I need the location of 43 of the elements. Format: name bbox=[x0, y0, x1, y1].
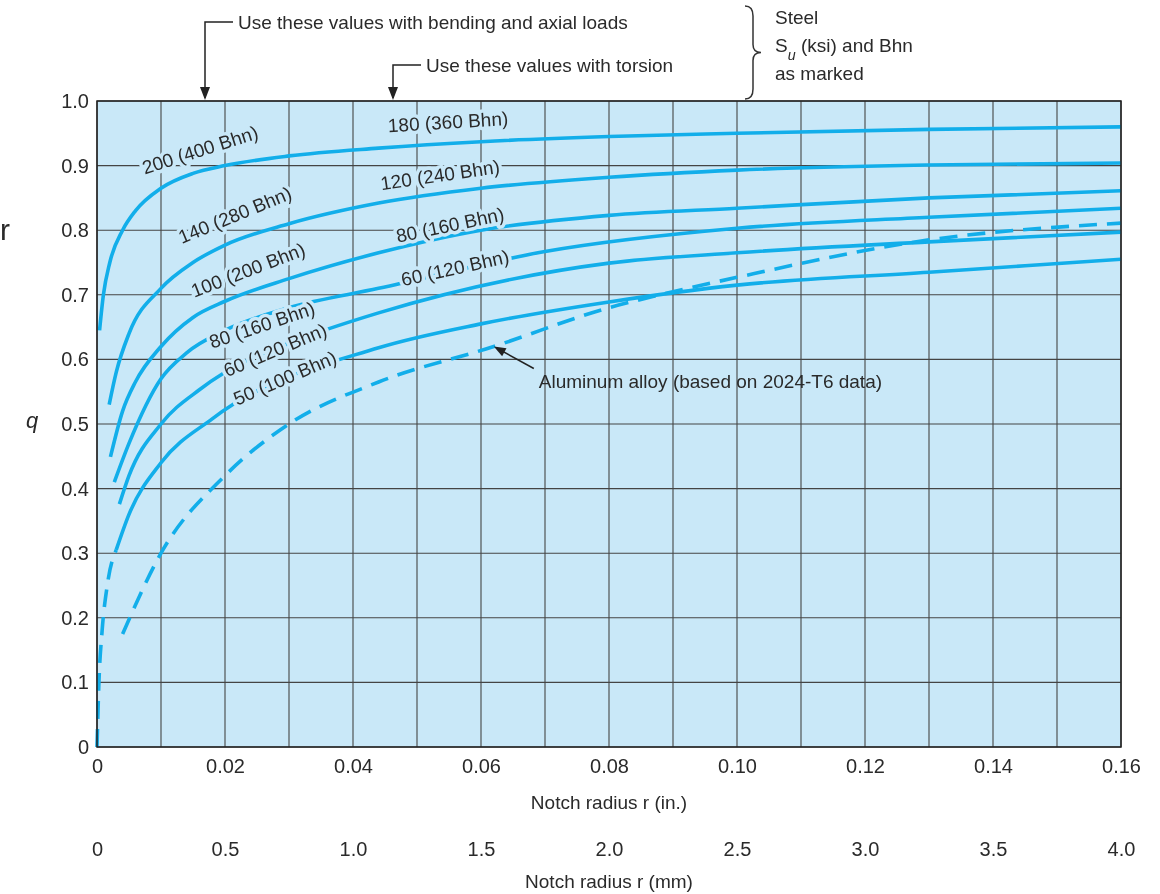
x-tick-label: 0 bbox=[91, 755, 104, 778]
x2-tick-label: 3.5 bbox=[979, 838, 1008, 861]
x-axis-title: Notch radius r (in.) bbox=[530, 792, 688, 813]
text: Steel S$_{u}$ (ksi) and Bhn as marked bbox=[775, 7, 913, 84]
y-tick-label: 0.3 bbox=[61, 542, 89, 565]
y-tick-label: 0.8 bbox=[61, 219, 89, 242]
text: Use these values with torsion bbox=[426, 55, 674, 76]
y-tick-label: 0.9 bbox=[61, 154, 89, 177]
x-tick-label: 0.08 bbox=[590, 755, 629, 778]
x2-tick-label: 0.5 bbox=[211, 838, 240, 861]
annotation: 120 (240 Bhn) bbox=[378, 156, 502, 195]
x2-tick-label: 1.5 bbox=[467, 838, 496, 861]
y-tick-label: 0.6 bbox=[61, 348, 89, 371]
annotation: 140 (280 Bhn) bbox=[175, 182, 295, 248]
y-tick-label: 0.2 bbox=[61, 606, 89, 629]
x2-tick-label: 4.0 bbox=[1107, 838, 1136, 861]
annotation: 200 (400 Bhn) bbox=[139, 121, 261, 179]
x-tick-label: 0.04 bbox=[334, 755, 373, 778]
x-tick-label: 0.10 bbox=[718, 755, 757, 778]
y-tick-label: 0 bbox=[77, 735, 89, 758]
annotation: 180 (360 Bhn) bbox=[387, 107, 509, 137]
text: r bbox=[0, 213, 10, 246]
annotation: Aluminum alloy (based on 2024-T6 data) bbox=[538, 371, 883, 393]
x2-tick-label: 0 bbox=[91, 838, 104, 861]
y-tick-label: 0.5 bbox=[61, 412, 89, 435]
x-tick-label: 0.02 bbox=[206, 755, 245, 778]
y-tick-label: 1.0 bbox=[61, 89, 89, 112]
text: Use these values with bending and axial loads bbox=[238, 12, 628, 33]
x-tick-label: 0.12 bbox=[846, 755, 885, 778]
x-tick-label: 0.16 bbox=[1102, 755, 1141, 778]
y-tick-label: 0.4 bbox=[61, 477, 89, 500]
x2-axis-title: Notch radius r (mm) bbox=[525, 871, 693, 892]
x2-tick-label: 3.0 bbox=[851, 838, 880, 861]
y-tick-label: 0.1 bbox=[61, 671, 89, 694]
x-tick-label: 0.06 bbox=[462, 755, 501, 778]
x-tick-label: 0.14 bbox=[974, 755, 1013, 778]
annotation: 60 (120 Bhn) bbox=[399, 246, 511, 291]
x2-tick-label: 2.5 bbox=[723, 838, 752, 861]
y-tick-label: 0.7 bbox=[61, 283, 89, 306]
annotation: 80 (160 Bhn) bbox=[394, 203, 506, 247]
x2-tick-label: 2.0 bbox=[595, 838, 624, 861]
y-axis-title: q bbox=[25, 408, 39, 433]
x2-tick-label: 1.0 bbox=[339, 838, 368, 861]
